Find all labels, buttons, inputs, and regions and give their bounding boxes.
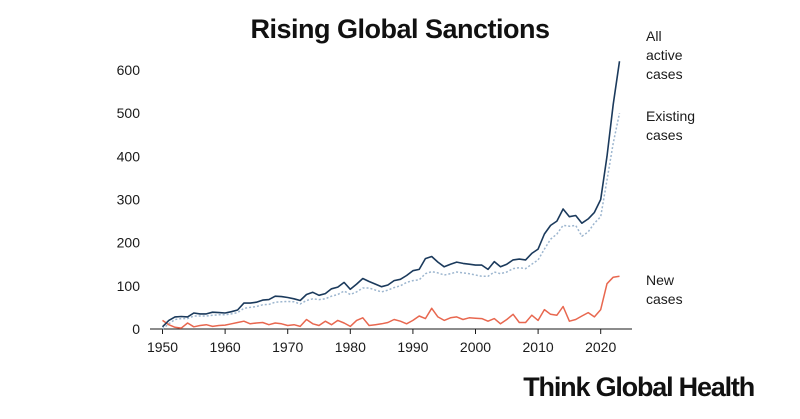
x-tick-label: 2000: [460, 339, 491, 355]
y-tick-label: 100: [117, 278, 141, 294]
y-tick-label: 0: [132, 321, 140, 337]
y-tick-label: 600: [117, 62, 141, 78]
y-tick-label: 400: [117, 148, 141, 164]
series-label-all: active: [646, 47, 683, 63]
x-tick-label: 1970: [272, 339, 303, 355]
x-tick-label: 1950: [147, 339, 178, 355]
chart-title: Rising Global Sanctions: [250, 14, 550, 44]
series-line-new: [162, 275, 620, 329]
x-tick-label: 2010: [523, 339, 554, 355]
y-axis-ticks: 0 100 200 300 400 500 600: [117, 62, 141, 337]
series-line-all: [161, 61, 621, 328]
x-tick-label: 2020: [585, 339, 616, 355]
x-tick-label: 1990: [397, 339, 428, 355]
y-tick-label: 300: [117, 191, 141, 207]
series-lines: [161, 61, 621, 330]
series-label-new: New: [646, 272, 675, 288]
x-axis-ticks: 1950 1960 1970 1980 1990 2000 2010 2020: [147, 329, 616, 355]
x-tick-label: 1980: [335, 339, 366, 355]
series-label-new: cases: [646, 291, 683, 307]
series-line-existing: [162, 112, 621, 330]
series-label-all: All: [646, 28, 662, 44]
brand-logo: Think Global Health: [523, 372, 755, 402]
y-tick-label: 200: [117, 235, 141, 251]
series-label-existing: Existing: [646, 108, 695, 124]
y-tick-label: 500: [117, 105, 141, 121]
x-tick-label: 1960: [210, 339, 241, 355]
series-labels: All active cases Existing cases New cases: [646, 28, 695, 307]
series-label-existing: cases: [646, 127, 683, 143]
series-label-all: cases: [646, 66, 683, 82]
